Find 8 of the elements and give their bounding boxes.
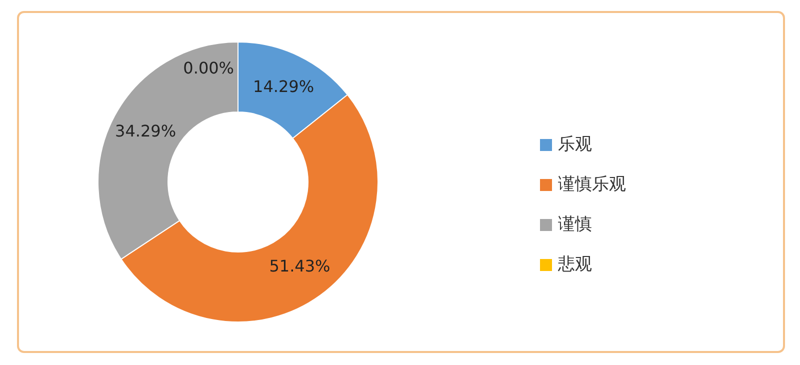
legend-label: 乐观 bbox=[558, 134, 592, 155]
legend-label: 谨慎乐观 bbox=[558, 174, 626, 195]
text: 0.00% bbox=[183, 58, 234, 78]
data-label: 51.43% bbox=[269, 256, 330, 276]
data-label: 14.29% bbox=[253, 76, 314, 96]
legend-label: 悲观 bbox=[557, 254, 592, 275]
data-label: 34.29% bbox=[115, 122, 176, 141]
legend-label: 谨慎 bbox=[558, 214, 592, 235]
